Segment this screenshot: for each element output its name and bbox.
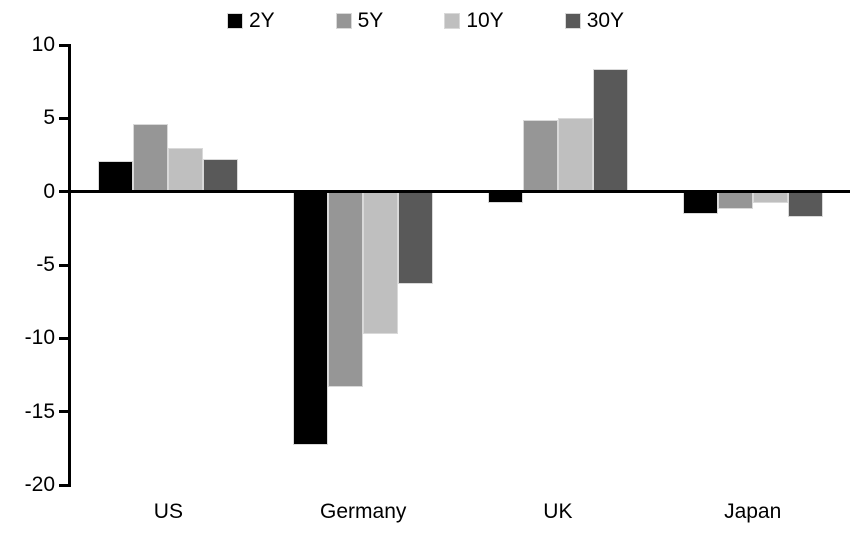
y-tick-label--5: -5: [36, 253, 55, 276]
bar-japan-5y: [717, 191, 753, 210]
bar-uk-5y: [522, 119, 558, 192]
bar-japan-2y: [682, 191, 718, 214]
legend-item-5y: 5Y: [335, 9, 384, 32]
y-tick-mark--10: [59, 336, 71, 340]
y-tick-label--10: -10: [24, 326, 55, 350]
legend-label-5y: 5Y: [357, 9, 384, 32]
legend-label-2y: 2Y: [248, 9, 275, 32]
legend-swatch-10y-icon: [444, 12, 461, 29]
y-tick-label-0: 0: [43, 179, 55, 203]
y-tick-label-10: 10: [31, 33, 55, 56]
y-tick-mark-10: [59, 43, 71, 47]
x-category-label-germany: Germany: [320, 500, 407, 523]
legend-swatch-2y-icon: [226, 12, 243, 29]
bar-us-30y: [203, 159, 239, 192]
x-category-label-japan: Japan: [724, 500, 782, 523]
y-tick-mark--15: [59, 410, 71, 414]
y-tick-mark-5: [59, 116, 71, 120]
bar-uk-2y: [487, 191, 523, 204]
bar-japan-30y: [787, 191, 823, 217]
legend-swatch-30y-icon: [564, 12, 581, 29]
bar-japan-10y: [752, 191, 788, 204]
legend-label-30y: 30Y: [586, 9, 625, 32]
x-axis-zero-line: [71, 190, 850, 194]
bar-us-2y: [98, 160, 134, 192]
bar-uk-10y: [557, 118, 593, 192]
bar-germany-10y: [363, 191, 399, 334]
legend-item-10y: 10Y: [444, 9, 504, 32]
y-tick-label--15: -15: [24, 399, 55, 423]
x-category-label-uk: UK: [543, 500, 573, 523]
bar-germany-5y: [328, 191, 364, 387]
bar-uk-30y: [592, 68, 628, 192]
legend-item-30y: 30Y: [564, 9, 625, 32]
bar-germany-2y: [293, 191, 329, 446]
y-tick-label--20: -20: [24, 473, 55, 496]
y-tick-mark--20: [59, 483, 71, 487]
y-tick-mark-0: [59, 190, 71, 194]
bar-germany-30y: [398, 191, 434, 285]
legend-item-2y: 2Y: [226, 9, 275, 32]
x-category-label-us: US: [153, 500, 183, 523]
legend-label-10y: 10Y: [466, 9, 504, 32]
bar-us-10y: [168, 147, 204, 192]
bar-us-5y: [133, 124, 169, 192]
y-tick-mark--5: [59, 263, 71, 267]
legend-swatch-5y-icon: [335, 12, 352, 29]
chart-legend: 2Y 5Y 10Y 30Y: [0, 10, 852, 31]
y-tick-label-5: 5: [43, 106, 55, 130]
